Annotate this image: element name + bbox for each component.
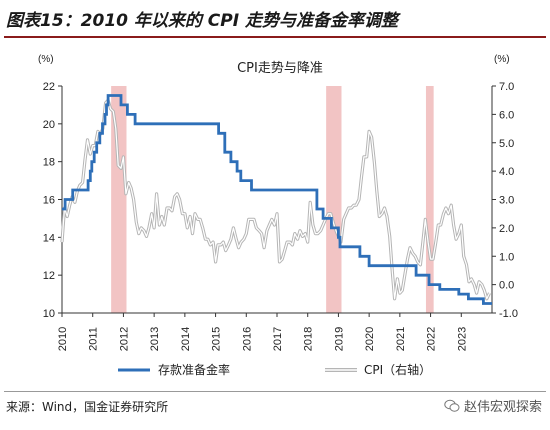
x-tick-label: 2020 bbox=[364, 327, 376, 351]
x-tick-label: 2022 bbox=[426, 327, 438, 351]
x-tick-label: 2010 bbox=[57, 327, 69, 351]
legend: 存款准备金率 CPI（右轴） bbox=[118, 362, 431, 377]
right-tick-label: 7.0 bbox=[499, 81, 514, 93]
x-tick-label: 2018 bbox=[303, 327, 315, 351]
right-tick-label: 3.0 bbox=[499, 195, 514, 207]
source-note: 来源：Wind，国金证券研究所 bbox=[6, 400, 169, 414]
right-tick-label: 6.0 bbox=[499, 109, 514, 121]
rrr-series bbox=[62, 94, 492, 305]
x-tick-label: 2014 bbox=[180, 327, 192, 351]
left-tick-label: 10 bbox=[43, 308, 55, 320]
watermark-text: 赵伟宏观探索 bbox=[463, 400, 542, 415]
cpi-series bbox=[60, 98, 491, 301]
left-tick-label: 16 bbox=[43, 195, 55, 207]
source-rule bbox=[4, 391, 546, 392]
x-tick-label: 2017 bbox=[272, 327, 284, 351]
right-tick-label: 2.0 bbox=[499, 223, 514, 235]
right-tick-label: -1.0 bbox=[499, 308, 518, 320]
title-rule bbox=[4, 36, 546, 38]
left-tick-label: 14 bbox=[43, 232, 55, 244]
x-tick-label: 2011 bbox=[88, 327, 100, 351]
legend-rrr-label: 存款准备金率 bbox=[158, 362, 230, 377]
left-axis-unit: (%) bbox=[38, 54, 54, 65]
chart-title: CPI走势与降准 bbox=[237, 60, 323, 76]
left-tick-label: 20 bbox=[43, 119, 55, 131]
right-axis-unit: (%) bbox=[494, 54, 510, 65]
x-tick-label: 2016 bbox=[241, 327, 253, 351]
x-tick-label: 2015 bbox=[211, 327, 223, 351]
shaded-period-0 bbox=[111, 86, 127, 313]
rrr-step-line bbox=[62, 94, 492, 305]
left-tick-label: 18 bbox=[43, 157, 55, 169]
shaded-period-1 bbox=[326, 86, 342, 313]
right-tick-label: 0.0 bbox=[499, 280, 514, 292]
x-tick-label: 2019 bbox=[333, 327, 345, 351]
axes bbox=[58, 85, 496, 317]
x-tick-label: 2021 bbox=[395, 327, 407, 351]
shaded-period-2 bbox=[425, 86, 434, 313]
legend-cpi-label: CPI（右轴） bbox=[364, 362, 431, 377]
watermark: 赵伟宏观探索 bbox=[444, 396, 542, 415]
left-tick-label: 12 bbox=[43, 270, 55, 282]
right-tick-label: 5.0 bbox=[499, 138, 514, 150]
right-tick-label: 4.0 bbox=[499, 166, 514, 178]
cpi-line-inner bbox=[61, 99, 491, 300]
wechat-icon bbox=[444, 399, 460, 412]
left-tick-label: 22 bbox=[43, 81, 55, 93]
x-tick-label: 2012 bbox=[118, 327, 130, 351]
x-tick-label: 2023 bbox=[456, 327, 468, 351]
x-tick-label: 2013 bbox=[149, 327, 161, 351]
shaded-periods bbox=[111, 86, 434, 313]
right-tick-label: 1.0 bbox=[499, 251, 514, 263]
figure-title: 图表15：2010 年以来的 CPI 走势与准备金率调整 bbox=[6, 11, 398, 31]
